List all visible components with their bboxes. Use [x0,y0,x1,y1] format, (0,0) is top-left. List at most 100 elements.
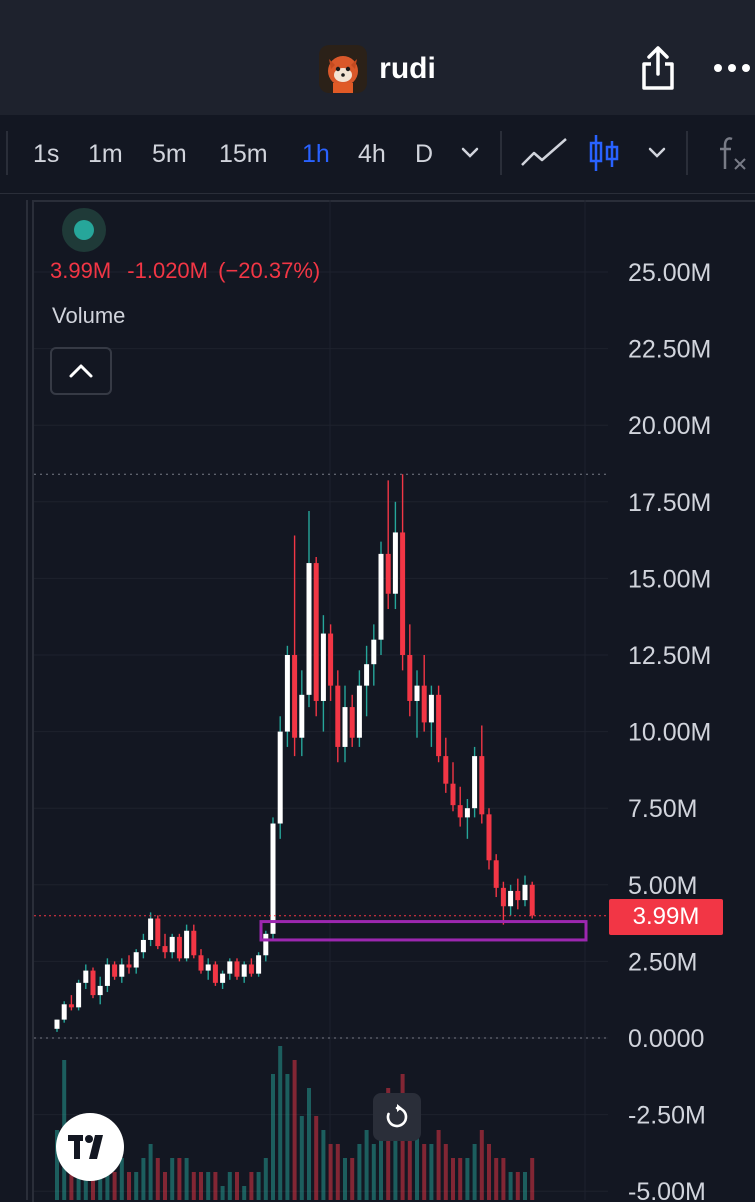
candle-body [392,532,398,594]
symbol-title-wrap[interactable]: rudi [0,44,755,94]
candle-body [508,890,514,907]
volume-bar [494,1158,499,1200]
candle-body [126,964,132,968]
candle-body [320,633,326,701]
candle-body [428,694,434,723]
price-axis-label: -5.00M [628,1178,706,1200]
volume-bar [335,1144,340,1200]
candle-body [299,694,305,738]
legend-change: -1.020M [127,258,208,283]
candle-body [400,532,406,655]
red-panda-avatar-icon [319,45,368,93]
volume-bar [393,1102,398,1200]
line-chart-button[interactable] [520,135,568,169]
volume-bar [357,1144,362,1200]
candlestick-button[interactable] [588,131,620,171]
volume-bar [285,1074,290,1200]
volume-bar [271,1074,275,1200]
volume-bar [220,1186,225,1200]
volume-bar [343,1158,347,1200]
candle-body [306,563,312,695]
candle-body [184,930,190,959]
volume-bar [451,1158,455,1200]
candle-body [212,964,218,983]
more-button[interactable] [712,56,752,80]
interval-1s[interactable]: 1s [33,140,60,168]
candles [54,474,535,1032]
volume-bar [98,1172,103,1200]
volume-bar [148,1144,153,1200]
left-pane [0,200,28,1200]
volume-bar [379,1116,383,1200]
legend-change-pct: (−20.37%) [218,258,321,283]
candle-body [256,955,262,974]
volume-bar [307,1088,311,1200]
interval-dropdown[interactable] [458,135,482,169]
collapse-legend-button[interactable] [50,347,112,395]
indicators-button[interactable] [716,133,750,170]
chevron-down-icon [648,147,666,158]
volume-bar [249,1172,254,1200]
interval-1m[interactable]: 1m [88,140,123,168]
volume-bar [371,1144,376,1200]
legend-values: 3.99M -1.020M (−20.37%) [50,258,330,284]
reset-chart-button[interactable] [373,1093,421,1141]
toolbar-divider [6,131,8,175]
volume-bar [429,1144,434,1200]
candle-body [277,731,283,824]
volume-bar [55,1130,59,1200]
volume-bar [530,1158,535,1200]
candle-body [97,985,103,996]
market-status-indicator[interactable] [62,208,106,252]
candle-body [356,685,362,738]
share-icon [642,46,674,90]
volume-bar [465,1158,470,1200]
candle-body [90,970,96,996]
volume-bar [436,1130,441,1200]
volume-bar [508,1172,513,1200]
app-header: rudi [0,0,755,115]
volume-bar [134,1172,139,1200]
toolbar-divider [686,131,688,175]
chevron-up-icon [69,364,93,378]
candle-body [472,756,478,809]
candle-body [198,955,204,971]
candle-body [119,964,125,977]
interval-d[interactable]: D [415,140,434,168]
volume-bar [328,1144,333,1200]
candle-body [270,823,276,934]
last-price-tag: 3.99M [609,899,723,935]
volume-bar [155,1158,160,1200]
interval-4h[interactable]: 4h [358,140,386,168]
candle-body [515,890,521,901]
chart-type-dropdown[interactable] [645,135,669,169]
candle-body [493,860,499,888]
chart-overlays [34,915,608,942]
price-axis-label: 20.00M [628,412,711,440]
candle-body [500,887,506,907]
candle-body [486,814,492,861]
reset-chart-icon [386,1104,408,1128]
volume-bar [292,1060,297,1200]
chart-pane[interactable] [32,200,755,1202]
share-button[interactable] [638,44,678,92]
price-axis-label: 25.00M [628,259,711,287]
volume-bar [299,1116,304,1200]
candle-body [407,655,413,701]
candle-body [479,756,485,815]
volume-bar [242,1186,247,1200]
volume-bar [364,1130,369,1200]
candle-body [414,685,420,701]
chevron-down-icon [461,147,479,158]
volume-bar [105,1172,110,1200]
interval-15m[interactable]: 15m [219,140,268,168]
candle-body [169,936,175,953]
volume-bar [443,1144,448,1200]
volume-bar [119,1158,124,1200]
interval-1h[interactable]: 1h [302,140,330,168]
volume-bar [415,1130,419,1200]
tradingview-logo-icon[interactable] [56,1113,124,1181]
interval-5m[interactable]: 5m [152,140,187,168]
volume-bar [177,1158,182,1200]
